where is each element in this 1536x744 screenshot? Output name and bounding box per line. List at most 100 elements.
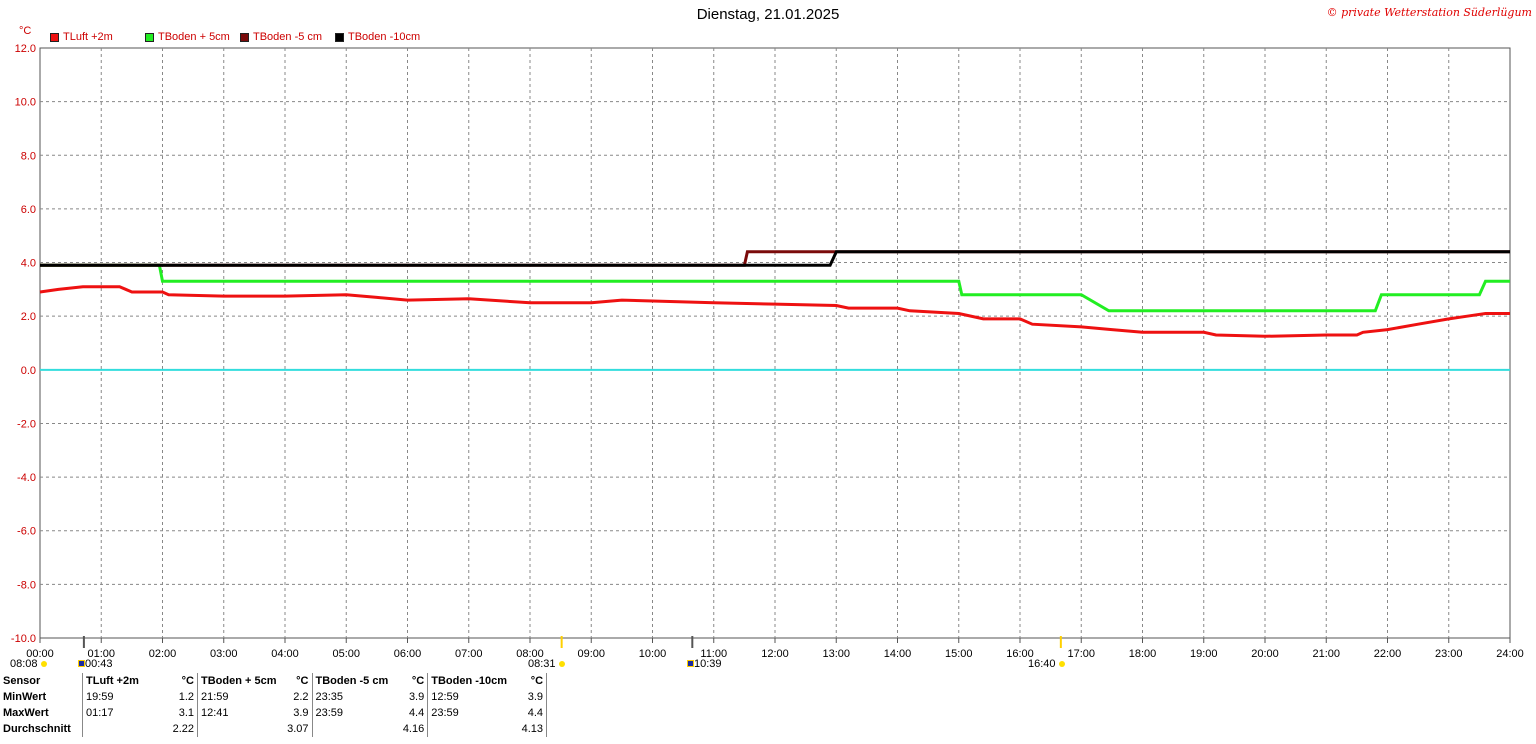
stats-header-cell: TBoden -5 cm <box>311 673 392 689</box>
sunset-marker: 16:40 <box>1028 658 1065 670</box>
daylength-marker: 08:08 <box>10 658 47 670</box>
stats-cell: MinWert <box>3 691 47 703</box>
sun-icon <box>40 661 47 667</box>
y-tick-label: -4.0 <box>17 472 36 484</box>
stats-cell: 01:17 <box>82 705 159 721</box>
x-tick-label: 11:00 <box>700 648 727 660</box>
y-tick-label: 4.0 <box>21 258 36 270</box>
moon-icon <box>78 660 85 667</box>
y-tick-label: -6.0 <box>17 526 36 538</box>
x-tick-label: 15:00 <box>945 648 973 660</box>
stats-cell: 4.4 <box>408 707 425 719</box>
stats-row-avg: Durchschnitt 2.22 3.07 4.16 4.13 <box>0 721 554 737</box>
x-tick-label: 21:00 <box>1312 648 1340 660</box>
x-tick-label: 00:00 <box>26 648 54 660</box>
stats-header-cell: °C <box>530 675 544 687</box>
series-line-2 <box>40 263 1510 313</box>
stats-cell: MaxWert <box>3 707 49 719</box>
legend-item: TLuft +2m <box>50 31 113 43</box>
series-line-4 <box>40 250 1510 267</box>
x-tick-label: 23:00 <box>1435 648 1463 660</box>
x-tick-label: 19:00 <box>1190 648 1218 660</box>
x-tick-label: 18:00 <box>1129 648 1157 660</box>
x-tick-label: 05:00 <box>332 648 360 660</box>
stats-header-cell: TBoden + 5cm <box>197 673 280 689</box>
x-tick-label: 08:00 <box>516 648 544 660</box>
y-tick-label: 2.0 <box>21 311 36 323</box>
x-tick-label: 22:00 <box>1374 648 1402 660</box>
legend-label: TLuft +2m <box>63 31 113 43</box>
stats-cell <box>197 721 280 737</box>
stats-cell: 23:59 <box>427 705 511 721</box>
y-tick-label: 8.0 <box>21 150 36 162</box>
y-tick-label: 12.0 <box>15 43 36 55</box>
stats-header-cell: Sensor <box>3 675 41 687</box>
stats-cell: 23:35 <box>311 689 392 705</box>
stats-cell <box>427 721 511 737</box>
stats-cell <box>82 721 159 737</box>
legend-item: TBoden -5 cm <box>240 31 322 43</box>
moonset-marker: 00:43 <box>78 658 113 670</box>
y-tick-label: 0.0 <box>21 365 36 377</box>
legend-item: TBoden -10cm <box>335 31 420 43</box>
stats-header-cell: TLuft +2m <box>82 673 159 689</box>
sunrise-marker: 08:31 <box>528 658 565 670</box>
sunrise-time: 08:31 <box>528 658 556 670</box>
stats-cell: Durchschnitt <box>3 723 71 735</box>
x-tick-label: 24:00 <box>1496 648 1524 660</box>
stats-cell: 3.9 <box>408 691 425 703</box>
stats-cell: 19:59 <box>82 689 159 705</box>
stats-cell: 12:41 <box>197 705 280 721</box>
x-tick-label: 04:00 <box>271 648 299 660</box>
legend-swatch <box>50 32 59 42</box>
stats-cell: 4.4 <box>527 707 544 719</box>
legend-swatch <box>240 32 249 42</box>
sun-icon <box>558 661 565 667</box>
legend-label: TBoden -10cm <box>348 31 421 43</box>
y-tick-label: 10.0 <box>15 97 36 109</box>
stats-cell: 1.2 <box>178 691 194 703</box>
x-tick-label: 13:00 <box>822 648 850 660</box>
legend-swatch <box>335 32 344 42</box>
stats-cell: 2.22 <box>172 723 194 735</box>
x-tick-label: 10:00 <box>639 648 667 660</box>
stats-row-min: MinWert 19:59 1.2 21:59 2.2 23:35 3.9 12… <box>0 689 554 705</box>
chart-title: Dienstag, 21.01.2025 <box>696 6 840 23</box>
stats-header-row: Sensor TLuft +2m °C TBoden + 5cm °C TBod… <box>0 673 554 689</box>
series-line-1 <box>39 285 1510 338</box>
y-tick-label: 6.0 <box>21 204 36 216</box>
stats-header-cell: °C <box>296 675 309 687</box>
sunset-time: 16:40 <box>1028 658 1056 670</box>
daylength-time: 08:08 <box>10 658 38 670</box>
x-tick-label: 09:00 <box>577 648 605 660</box>
stats-cell: 23:59 <box>311 705 392 721</box>
y-tick-label: -8.0 <box>17 579 36 591</box>
y-tick-label: -10.0 <box>11 633 36 645</box>
x-tick-label: 02:00 <box>149 648 177 660</box>
stats-cell: 12:59 <box>427 689 511 705</box>
stats-cell: 3.07 <box>287 723 309 735</box>
moonrise-time: 10:39 <box>694 658 722 670</box>
stats-header-cell: °C <box>411 675 425 687</box>
stats-header-cell: TBoden -10cm <box>427 673 511 689</box>
legend-swatch <box>145 32 154 42</box>
x-tick-label: 01:00 <box>87 648 115 660</box>
stats-cell: 2.2 <box>293 691 309 703</box>
line-chart: 12.0 10.0 8.0 6.0 4.0 2.0 0.0 -2.0 -4.0 -6.0 -8.0 -… <box>11 43 1524 660</box>
y-axis-unit: °C <box>19 25 32 37</box>
x-tick-label: 12:00 <box>761 648 789 660</box>
stats-header-cell: °C <box>181 675 194 687</box>
legend-item: TBoden + 5cm <box>145 31 230 43</box>
x-tick-label: 03:00 <box>210 648 238 660</box>
stats-cell: 21:59 <box>197 689 280 705</box>
y-tick-label: -2.0 <box>17 418 36 430</box>
legend-label: TBoden + 5cm <box>158 31 230 43</box>
moon-icon <box>687 660 694 667</box>
stats-cell: 3.9 <box>293 707 309 719</box>
x-tick-label: 06:00 <box>394 648 422 660</box>
copyright-label: © private Wetterstation Süderlügum <box>1326 6 1532 19</box>
legend-label: TBoden -5 cm <box>253 31 323 43</box>
stats-cell: 4.16 <box>402 723 425 735</box>
x-tick-label: 07:00 <box>455 648 483 660</box>
sun-icon <box>1058 661 1065 667</box>
